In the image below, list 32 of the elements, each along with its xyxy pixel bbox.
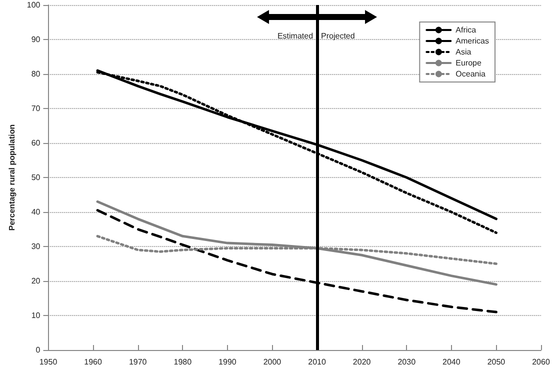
y-tick-label: 90 — [31, 35, 41, 44]
y-tick-label: 0 — [36, 346, 41, 354]
x-tick-label: 2000 — [263, 358, 282, 366]
annotation: Projected — [321, 32, 355, 40]
x-tick-label: 2030 — [398, 358, 416, 366]
x-tick-label: 2050 — [487, 358, 506, 366]
y-tick-label: 30 — [31, 242, 41, 251]
x-tick-label: 1950 — [39, 358, 58, 366]
y-axis-title: Percentage rural population — [8, 124, 16, 231]
x-tick-label: 2010 — [308, 358, 326, 366]
legend-label: Asia — [456, 48, 472, 56]
y-tick-label: 10 — [31, 311, 41, 320]
legend-label: Oceania — [456, 70, 486, 78]
x-tick-label: 2020 — [352, 358, 372, 366]
legend-label: Africa — [456, 26, 477, 34]
x-tick-label: 1960 — [84, 358, 102, 366]
legend-label: Americas — [456, 36, 490, 46]
y-tick-label: 80 — [31, 70, 41, 78]
x-tick-label: 1980 — [174, 358, 192, 366]
y-tick-label: 50 — [31, 173, 41, 182]
y-tick-label: 20 — [31, 276, 41, 286]
y-tick-label: 70 — [31, 104, 41, 113]
x-tick-label: 2040 — [442, 358, 461, 366]
legend-label: Europe — [456, 58, 482, 68]
annotation: Estimated — [277, 32, 314, 40]
x-tick-label: 1970 — [128, 358, 148, 366]
y-tick-label: 60 — [31, 138, 41, 148]
x-tick-label: 1990 — [218, 358, 237, 366]
line-series — [96, 200, 498, 286]
x-tick-label: 2060 — [532, 358, 550, 366]
y-tick-label: 40 — [31, 208, 41, 216]
y-tick-label: 100 — [26, 0, 41, 10]
